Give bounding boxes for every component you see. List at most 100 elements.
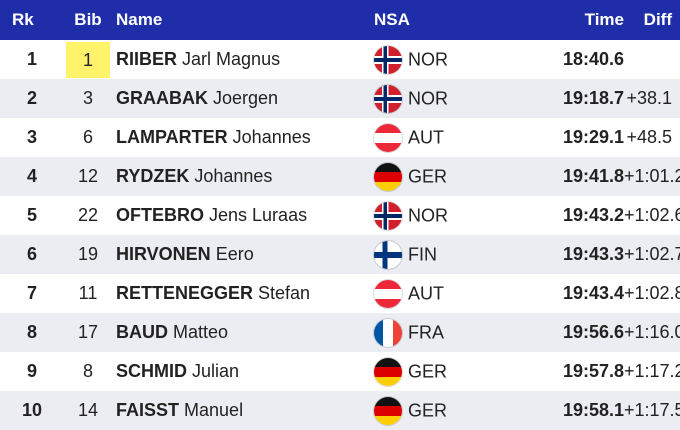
time-cell: 19:43.3 [562,244,624,264]
athlete-surname: LAMPARTER [116,127,228,147]
rank-cell: 9 [26,361,37,381]
nsa-code: GER [408,361,448,381]
table-row[interactable]: 4 12 RYDZEK Johannes GER 19:41.8 +1:01.2 [0,157,680,196]
nsa-header[interactable]: NSA [374,10,410,29]
bib-cell: 1 [64,40,112,79]
athlete-surname: RYDZEK [116,166,190,186]
austria-flag-icon [374,123,402,152]
table-row[interactable]: 9 8 SCHMID Julian GER 19:57.8 +1:17.2 [0,352,680,391]
time-cell: 19:18.7 [562,88,624,108]
diff-header[interactable]: Diff [643,10,672,29]
time-cell: 19:43.4 [562,283,624,303]
bib-number: 8 [82,361,93,381]
diff-cell [624,40,680,79]
bib-cell: 11 [64,274,112,313]
bib-number: 14 [77,400,99,420]
time-cell: 19:57.8 [562,361,624,381]
athlete-given-name: Jens Luraas [209,205,308,225]
diff-cell: +1:02.6 [624,205,680,225]
bib-cell: 8 [64,352,112,391]
athlete-name[interactable]: BAUD Matteo [112,313,374,352]
athlete-name[interactable]: FAISST Manuel [112,391,374,430]
nsa-cell: GER [374,352,484,391]
name-header[interactable]: Name [116,10,163,29]
nsa-cell: NOR [374,196,484,235]
athlete-name[interactable]: SCHMID Julian [112,352,374,391]
bib-cell: 17 [64,313,112,352]
time-cell: 19:56.6 [562,322,624,342]
rank-cell: 4 [26,166,37,186]
nsa-cell: FRA [374,313,484,352]
nsa-code: NOR [408,49,448,69]
table-row[interactable]: 2 3 GRAABAK Joergen NOR 19:18.7 +38.1 [0,79,680,118]
bib-number: 11 [78,283,98,303]
nsa-code: GER [408,400,448,420]
athlete-given-name: Stefan [258,283,311,303]
athlete-surname: RETTENEGGER [116,283,254,303]
athlete-given-name: Johannes [194,166,273,186]
bib-number: 17 [77,322,99,342]
diff-cell: +1:17.5 [624,400,680,420]
athlete-name[interactable]: OFTEBRO Jens Luraas [112,196,374,235]
norway-flag-icon [374,201,402,230]
table-row[interactable]: 1 1 RIIBER Jarl Magnus NOR 18:40.6 [0,40,680,79]
athlete-name[interactable]: RETTENEGGER Stefan [112,274,374,313]
bib-number: 12 [77,166,99,186]
germany-flag-icon [374,357,402,386]
norway-flag-icon [374,45,402,74]
diff-cell: +1:01.2 [624,166,680,186]
nsa-code: NOR [408,205,448,225]
athlete-surname: BAUD [116,322,168,342]
diff-cell: +38.1 [626,88,672,108]
time-header[interactable]: Time [584,10,624,29]
bib-header[interactable]: Bib [74,10,102,29]
table-row[interactable]: 7 11 RETTENEGGER Stefan AUT 19:43.4 +1:0… [0,274,680,313]
athlete-surname: RIIBER [116,49,178,69]
table-row[interactable]: 3 6 LAMPARTER Johannes AUT 19:29.1 +48.5 [0,118,680,157]
nsa-cell: NOR [374,79,484,118]
table-row[interactable]: 6 19 HIRVONEN Eero FIN 19:43.3 +1:02.7 [0,235,680,274]
time-cell: 19:29.1 [562,127,624,147]
rank-header[interactable]: Rk [12,10,34,29]
bib-cell: 19 [64,235,112,274]
nsa-cell: NOR [374,40,484,79]
bib-number: 22 [77,205,99,225]
germany-flag-icon [374,396,402,425]
time-cell: 19:43.2 [562,205,624,225]
nsa-code: AUT [408,127,444,147]
nsa-cell: GER [374,157,484,196]
rank-cell: 6 [26,244,37,264]
rank-cell: 7 [26,283,37,303]
athlete-name[interactable]: RIIBER Jarl Magnus [112,40,374,79]
table-row[interactable]: 5 22 OFTEBRO Jens Luraas NOR 19:43.2 +1:… [0,196,680,235]
rank-cell: 3 [26,127,37,147]
athlete-given-name: Eero [215,244,254,264]
diff-cell: +1:02.8 [624,283,680,303]
athlete-name[interactable]: HIRVONEN Eero [112,235,374,274]
finland-flag-icon [374,240,402,269]
athlete-surname: GRAABAK [116,88,208,108]
time-cell: 19:41.8 [562,166,624,186]
time-cell: 18:40.6 [562,49,624,69]
bib-number: 6 [82,127,93,147]
athlete-surname: HIRVONEN [116,244,211,264]
athlete-surname: FAISST [116,400,180,420]
diff-cell: +1:17.2 [624,361,680,381]
athlete-name[interactable]: RYDZEK Johannes [112,157,374,196]
austria-flag-icon [374,279,402,308]
time-cell: 19:58.1 [562,400,624,420]
norway-flag-icon [374,84,402,113]
athlete-name[interactable]: GRAABAK Joergen [112,79,374,118]
table-row[interactable]: 8 17 BAUD Matteo FRA 19:56.6 +1:16.0 [0,313,680,352]
athlete-surname: SCHMID [116,361,187,381]
table-row[interactable]: 10 14 FAISST Manuel GER 19:58.1 +1:17.5 [0,391,680,430]
athlete-surname: OFTEBRO [116,205,204,225]
nsa-cell: AUT [374,274,484,313]
athlete-given-name: Matteo [173,322,229,342]
diff-cell: +1:02.7 [624,244,680,264]
athlete-name[interactable]: LAMPARTER Johannes [112,118,374,157]
athlete-given-name: Joergen [213,88,279,108]
athlete-given-name: Julian [192,361,240,381]
diff-cell: +48.5 [626,127,672,147]
